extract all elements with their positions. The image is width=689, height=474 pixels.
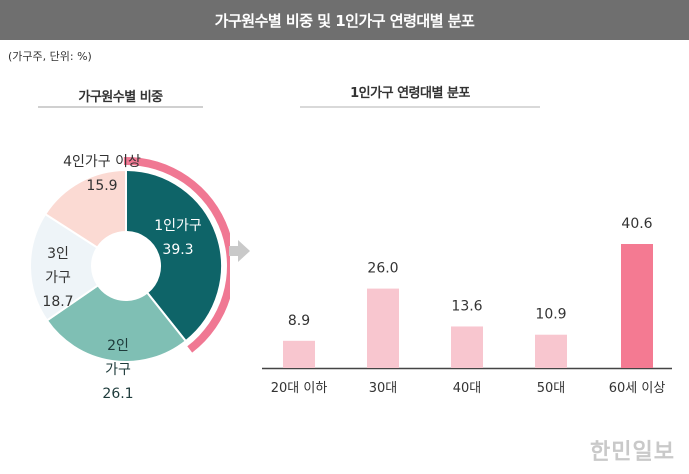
pie-slice [29,212,100,322]
pie-category-label: 3인 [47,246,69,262]
bar [367,288,399,368]
bar [451,326,483,368]
pie-category-label: 4인가구 이상 [63,154,141,170]
pie-value-label: 15.9 [86,178,117,194]
bar-category-label: 40대 [453,381,482,396]
pie-slice [125,168,223,343]
pie-title: 가구원수별 비중 [78,90,163,105]
bar-category-label: 60세 이상 [609,381,666,396]
pie-value-label: 39.3 [162,242,193,258]
watermark-logo: 한민일보 [590,440,675,465]
pie-category-label: 1인가구 [154,218,202,234]
bar-title: 1인가구 연령대별 분포 [350,86,470,101]
bar [535,334,567,368]
pie-value-label: 18.7 [42,294,73,310]
pie-title-divider [38,106,203,108]
bar-value-label: 13.6 [451,298,482,314]
unit-note: (가구주, 단위: %) [8,50,92,63]
bar-value-label: 8.9 [288,313,310,329]
bar-category-label: 50대 [537,381,566,396]
bar [621,244,653,368]
pie-slice [43,168,127,249]
pie-category-label: 가구 [45,270,71,286]
pie-slice [45,283,188,363]
bar-value-label: 40.6 [621,216,652,232]
pie-value-label: 26.1 [102,386,133,402]
bar [283,340,315,368]
bar-category-label: 20대 이하 [271,381,328,396]
bar-value-label: 26.0 [367,261,398,277]
bar-title-divider [300,106,540,108]
arrow-right-icon [229,240,250,262]
bar-category-label: 30대 [369,381,398,396]
page-title: 가구원수별 비중 및 1인가구 연령대별 분포 [0,0,689,40]
pie-category-label: 가구 [105,362,131,378]
pie-category-label: 2인 [107,338,129,354]
bar-value-label: 10.9 [535,307,566,323]
